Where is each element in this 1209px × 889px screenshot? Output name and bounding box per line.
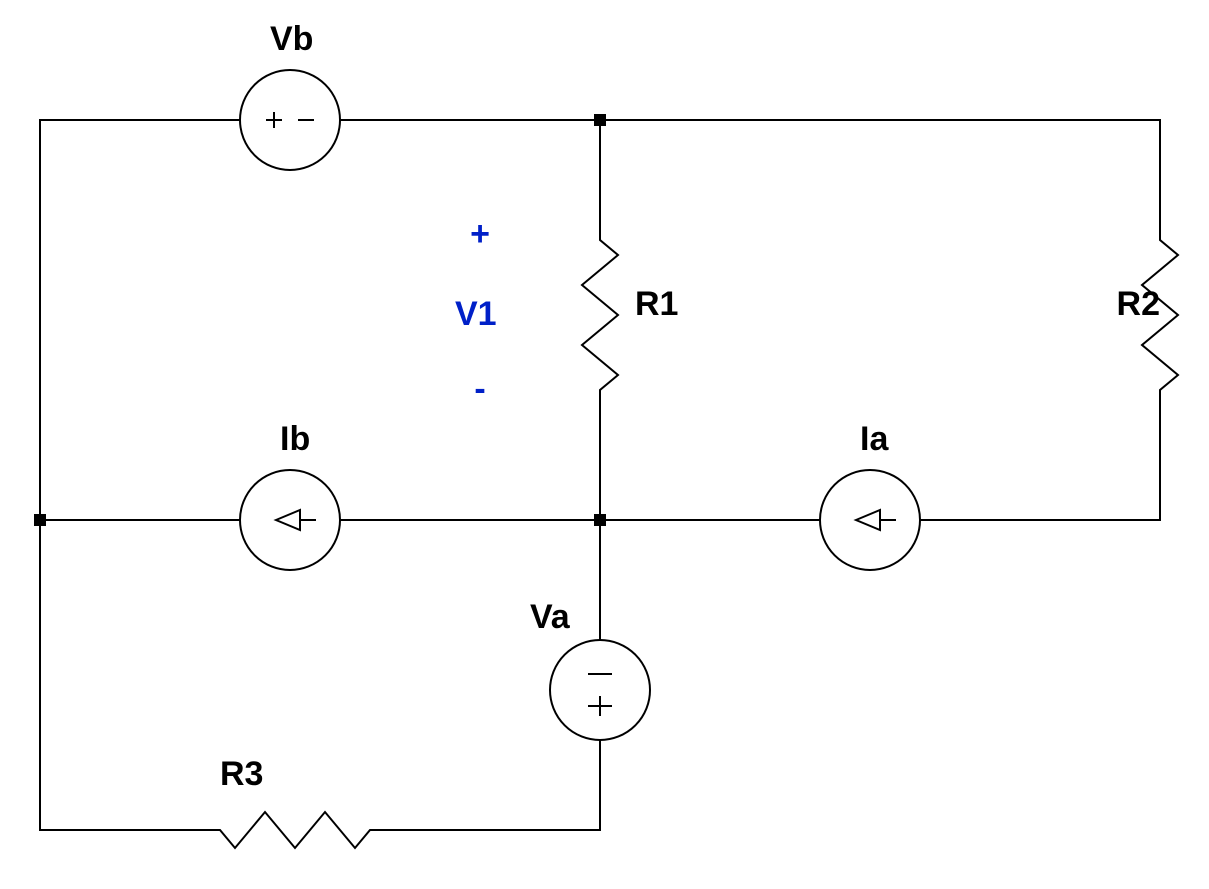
nodes (34, 114, 606, 526)
label-vb: Vb (270, 20, 313, 58)
circuit-schematic: Vb R1 R2 Ib Ia Va R3 + V1 - (0, 0, 1209, 889)
current-source-ia (820, 470, 920, 570)
resistor-r3 (200, 812, 380, 848)
voltage-source-vb (240, 70, 340, 170)
components (200, 70, 1178, 848)
label-r2: R2 (1117, 285, 1160, 323)
label-v1: V1 (455, 295, 497, 333)
voltage-source-va (550, 640, 650, 740)
label-r1: R1 (635, 285, 678, 323)
label-v1-minus: - (474, 370, 485, 408)
label-ia: Ia (860, 420, 889, 458)
labels: Vb R1 R2 Ib Ia Va R3 + V1 - (220, 20, 1160, 793)
label-r3: R3 (220, 755, 263, 793)
resistor-r1 (582, 220, 618, 400)
label-v1-plus: + (470, 215, 490, 253)
current-source-ib (240, 470, 340, 570)
label-va: Va (530, 598, 571, 636)
label-ib: Ib (280, 420, 310, 458)
